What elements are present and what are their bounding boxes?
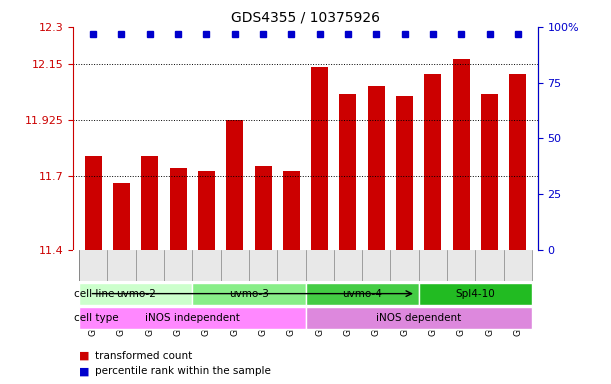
FancyBboxPatch shape — [306, 307, 532, 329]
Text: transformed count: transformed count — [95, 351, 192, 361]
Bar — [306, 250, 334, 281]
Bar — [136, 250, 164, 281]
Bar — [113, 183, 130, 250]
Text: cell line: cell line — [74, 289, 114, 299]
Bar — [334, 250, 362, 281]
Text: uvmo-3: uvmo-3 — [229, 289, 269, 299]
Bar — [340, 94, 356, 250]
Text: Spl4-10: Spl4-10 — [456, 289, 496, 299]
Bar — [164, 250, 192, 281]
Bar — [249, 250, 277, 281]
Bar — [510, 74, 526, 250]
Text: iNOS dependent: iNOS dependent — [376, 313, 461, 323]
Text: uvmo-4: uvmo-4 — [342, 289, 382, 299]
Bar — [475, 250, 503, 281]
Bar — [221, 250, 249, 281]
FancyBboxPatch shape — [192, 283, 306, 305]
Text: percentile rank within the sample: percentile rank within the sample — [95, 366, 271, 376]
Text: cell type: cell type — [74, 313, 119, 323]
Bar — [255, 166, 271, 250]
Bar — [170, 168, 186, 250]
Bar — [453, 59, 470, 250]
FancyBboxPatch shape — [79, 307, 306, 329]
Bar — [503, 250, 532, 281]
Bar — [192, 250, 221, 281]
FancyBboxPatch shape — [306, 283, 419, 305]
Bar — [141, 156, 158, 250]
Bar — [79, 250, 108, 281]
Text: ■: ■ — [79, 366, 90, 376]
Bar — [362, 250, 390, 281]
Bar — [396, 96, 413, 250]
Bar — [198, 171, 215, 250]
FancyBboxPatch shape — [419, 283, 532, 305]
Bar — [108, 250, 136, 281]
Bar — [226, 120, 243, 250]
Bar — [85, 156, 101, 250]
Bar — [277, 250, 306, 281]
Bar — [481, 94, 498, 250]
Bar — [419, 250, 447, 281]
Title: GDS4355 / 10375926: GDS4355 / 10375926 — [231, 10, 380, 24]
Bar — [368, 86, 385, 250]
Text: ■: ■ — [79, 351, 90, 361]
Bar — [311, 66, 328, 250]
FancyBboxPatch shape — [79, 283, 192, 305]
Bar — [425, 74, 441, 250]
Bar — [390, 250, 419, 281]
Bar — [447, 250, 475, 281]
Bar — [283, 171, 300, 250]
Text: uvmo-2: uvmo-2 — [115, 289, 156, 299]
Text: iNOS independent: iNOS independent — [145, 313, 240, 323]
